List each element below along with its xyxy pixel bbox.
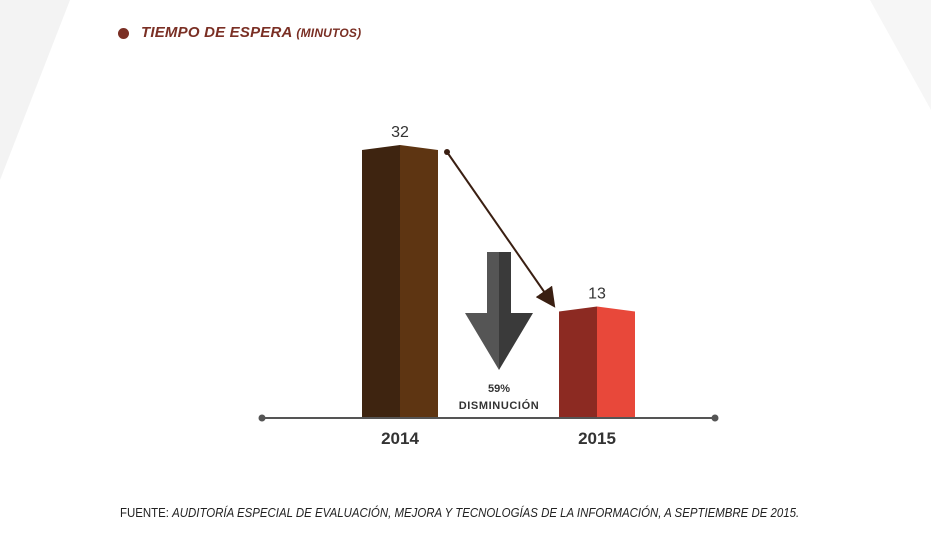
bar-face-dark [362, 145, 400, 418]
chart-title-unit: (MINUTOS) [296, 25, 362, 40]
connector-arrow [446, 151, 556, 308]
bar-face-light [597, 306, 635, 418]
decrease-label: DISMINUCIÓN [459, 399, 540, 412]
source-note: FUENTE: AUDITORÍA ESPECIAL DE EVALUACIÓN… [120, 505, 799, 520]
bar-2015 [559, 306, 635, 418]
value-label-2014: 32 [391, 124, 409, 141]
category-label-2015: 2015 [578, 429, 616, 448]
source-label: FUENTE: [120, 505, 169, 520]
chart-title-main: TIEMPO DE ESPERA [141, 23, 293, 41]
bar-face-dark [559, 306, 597, 418]
chart-title: TIEMPO DE ESPERA (MINUTOS) [141, 24, 361, 41]
value-label-2015: 13 [588, 286, 606, 303]
bar-face-light [400, 145, 438, 418]
bullet-icon [118, 28, 129, 39]
axis-end-dot [711, 414, 719, 422]
decrease-percent: 59% [488, 383, 510, 395]
axis-end-dot [258, 414, 266, 422]
chart-header: TIEMPO DE ESPERA (MINUTOS) [118, 20, 361, 44]
bar-chart: 32 2014 13 2015 59% DISMINUCIÓN [258, 124, 719, 448]
bar-2014 [362, 145, 438, 418]
source-text: AUDITORÍA ESPECIAL DE EVALUACIÓN, MEJORA… [172, 505, 800, 520]
category-label-2014: 2014 [381, 429, 419, 448]
down-arrow-icon [465, 252, 533, 370]
